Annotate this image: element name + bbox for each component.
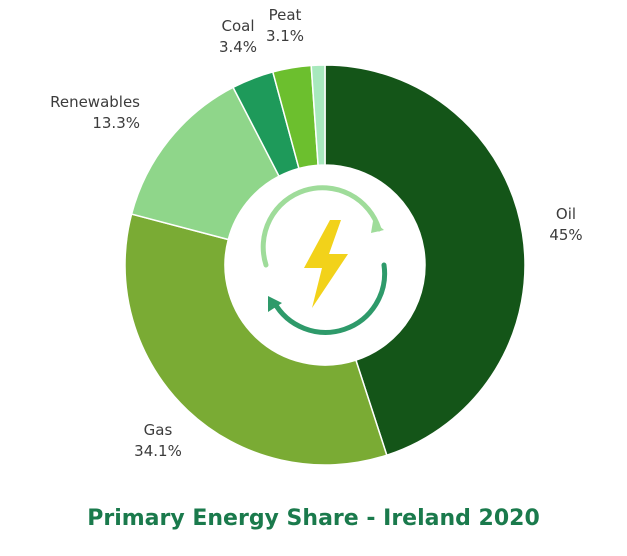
- cycle-arrow-light: [260, 185, 382, 268]
- energy-cycle-icon: [260, 185, 388, 335]
- label-peat: Peat 3.1%: [260, 5, 310, 47]
- donut-slices: [124, 64, 526, 466]
- label-oil: Oil 45%: [541, 204, 591, 246]
- cycle-arrowhead-light: [371, 221, 384, 233]
- label-renewables: Renewables 13.3%: [20, 92, 140, 134]
- slice-name: Oil: [555, 205, 577, 223]
- chart-title: Primary Energy Share - Ireland 2020: [87, 506, 540, 531]
- slice-name: Renewables: [50, 93, 140, 111]
- slice-value: 45%: [549, 226, 583, 244]
- slice-name: Peat: [268, 6, 302, 24]
- slice-value: 34.1%: [134, 442, 182, 460]
- label-gas: Gas 34.1%: [128, 420, 188, 462]
- slice-name: Coal: [221, 17, 255, 35]
- slice-value: 13.3%: [92, 114, 140, 132]
- slice-name: Gas: [143, 421, 173, 439]
- cycle-arrow-dark: [271, 262, 388, 335]
- slice-value: 3.1%: [265, 27, 305, 45]
- cycle-arrowhead-dark: [268, 296, 282, 312]
- lightning-bolt-icon: [304, 220, 348, 308]
- label-coal: Coal 3.4%: [213, 16, 263, 58]
- slice-value: 3.4%: [218, 38, 258, 56]
